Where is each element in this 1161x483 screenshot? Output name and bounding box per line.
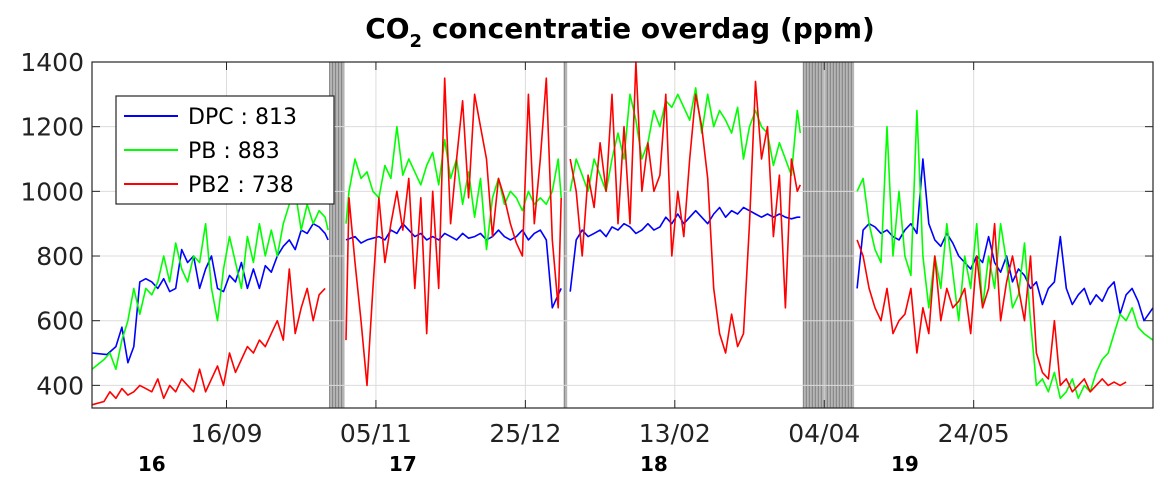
y-tick-label: 400	[36, 371, 84, 400]
title-prefix: CO	[365, 12, 409, 45]
x-tick-label: 24/05	[938, 419, 1010, 448]
y-tick-label: 1000	[20, 177, 84, 206]
legend-entry: PB2 : 738	[188, 173, 294, 198]
plot-frame	[91, 61, 1154, 409]
y-tick-label: 800	[36, 242, 84, 271]
legend-entry: PB : 883	[188, 139, 280, 164]
x-tick-label: 04/04	[788, 419, 860, 448]
series-line	[91, 268, 326, 406]
series-line	[569, 61, 802, 354]
plot-border	[91, 61, 1154, 409]
x-axis: 16/09 05/11 25/12 13/02 04/04 24/05	[190, 62, 1010, 448]
chart-title: CO2 concentratie overdag (ppm)	[365, 12, 875, 52]
gap-band	[803, 62, 855, 408]
series-line	[856, 109, 1154, 400]
week-label: 16	[138, 452, 166, 476]
series-lines	[91, 61, 1154, 406]
gap-band	[564, 62, 568, 408]
y-tick-label: 1400	[20, 48, 84, 77]
series-line	[345, 222, 562, 309]
series-line	[856, 222, 1127, 393]
x-tick-label: 16/09	[190, 419, 262, 448]
x-tick-label: 13/02	[639, 419, 711, 448]
series-line	[91, 222, 329, 364]
y-tick-label: 600	[36, 307, 84, 336]
legend: DPC : 813 PB : 883 PB2 : 738	[115, 95, 335, 205]
series-line	[345, 77, 562, 387]
y-axis: 400 600 800 1000 1200 1400	[20, 48, 1153, 400]
series-line	[569, 206, 801, 292]
y-tick-label: 1200	[20, 113, 84, 142]
week-label: 17	[389, 452, 417, 476]
x-tick-label: 25/12	[489, 419, 561, 448]
week-label: 18	[640, 452, 668, 476]
series-line	[345, 125, 562, 251]
week-label: 19	[891, 452, 919, 476]
series-line	[569, 87, 802, 193]
title-subscript: 2	[410, 31, 423, 52]
week-labels: 16 17 18 19	[138, 452, 919, 476]
legend-entry: DPC : 813	[188, 105, 297, 130]
x-tick-label: 05/11	[340, 419, 412, 448]
series-line	[856, 158, 1154, 322]
title-suffix: concentratie overdag (ppm)	[422, 12, 875, 45]
gap-bands	[329, 62, 855, 408]
